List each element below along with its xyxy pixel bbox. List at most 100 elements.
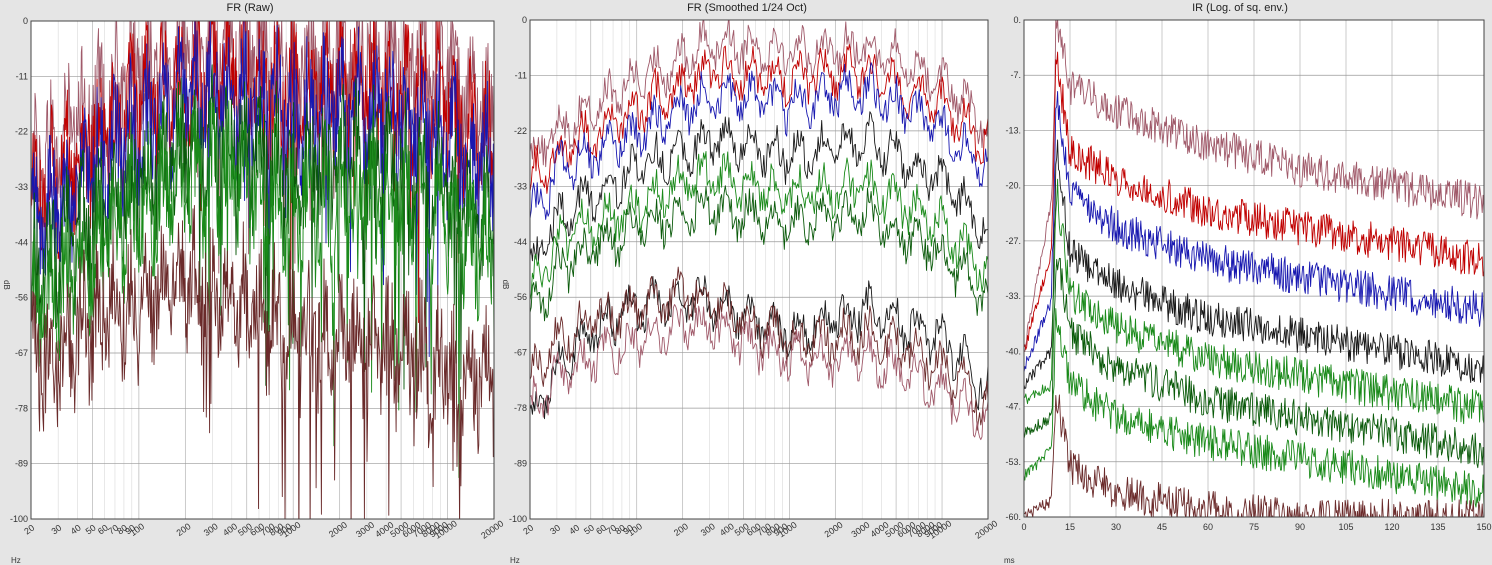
series-line-6 [530, 185, 988, 322]
chart-title: IR (Log. of sq. env.) [1192, 2, 1288, 14]
y-tick-label: -11 [515, 70, 527, 80]
x-tick-label: 300 [202, 521, 220, 538]
y-tick-label: -27. [1005, 236, 1021, 246]
y-axis: 0 -11 -22 -33 -44 -56 -67 -78 -89 -100 [10, 16, 28, 524]
x-tick-label: 3000 [354, 520, 376, 540]
y-tick-label: -33 [15, 182, 28, 192]
y-tick-label: -33. [1005, 291, 1021, 301]
panel-ir: IR (Log. of sq. env.) 0. -7. -13. -20. -27. -3… [994, 0, 1492, 565]
x-tick-label: 50 [582, 523, 596, 537]
x-tick-label: 200 [175, 521, 193, 538]
y-tick-label: -60. [1005, 512, 1021, 522]
x-axis: 0 15 30 45 60 75 90 105 120 135 150 [1021, 522, 1491, 532]
x-tick-label: 75 [1249, 522, 1259, 532]
series-line-3 [530, 62, 988, 220]
y-tick-label: -22 [514, 126, 527, 136]
x-tick-label: 2000 [823, 520, 845, 540]
x-tick-label: 3000 [849, 520, 871, 540]
y-tick-label: -7. [1010, 70, 1021, 80]
y-tick-label: 0 [23, 16, 28, 26]
x-tick-label: 60 [1203, 522, 1213, 532]
plot-frame [529, 19, 989, 520]
y-tick-label: -44 [514, 237, 527, 247]
y-axis-label: dB [2, 280, 11, 290]
x-tick-label: 70 [604, 523, 618, 537]
x-tick-label: 60 [594, 523, 608, 537]
x-tick-label: 80 [613, 523, 627, 537]
y-axis-label: dB [501, 280, 510, 290]
panel-fr-smoothed: FR (Smoothed 1/24 Oct) 0 -11 -22 -33 -44 -56 -6… [497, 0, 999, 565]
series-group [530, 20, 988, 441]
x-tick-label: 135 [1430, 522, 1445, 532]
plot-frame [30, 20, 495, 520]
x-tick-label: 60 [96, 523, 110, 537]
x-tick-label: 1000 [280, 520, 302, 540]
x-tick-label: 90 [123, 523, 137, 537]
y-axis: 0 -11 -22 -33 -44 -56 -67 -78 -89 -100 [509, 15, 527, 524]
y-tick-label: -20. [1005, 181, 1021, 191]
y-tick-label: -33 [514, 181, 527, 191]
x-axis-label: Hz [510, 556, 520, 565]
y-tick-label: -40. [1005, 346, 1021, 356]
series-line-1 [530, 20, 988, 168]
x-tick-label: 30 [548, 523, 562, 537]
panel-fr-raw: FR (Raw) 0 -11 -22 -33 -44 -56 -67 -78 -89 -100 20 3… [0, 0, 505, 565]
series-line-6 [31, 204, 494, 519]
x-tick-label: 40 [69, 523, 83, 537]
series-line-5 [530, 151, 988, 301]
series-line-9 [530, 304, 988, 441]
y-tick-label: -78 [15, 403, 28, 413]
y-tick-label: -67 [15, 348, 28, 358]
x-tick-label: 15 [1065, 522, 1075, 532]
x-axis-label: Hz [11, 556, 21, 565]
y-tick-label: -89 [15, 459, 28, 469]
series-line-2 [530, 44, 988, 194]
series-line-8 [1024, 394, 1484, 517]
y-tick-label: -56 [514, 292, 527, 302]
chart-title: FR (Smoothed 1/24 Oct) [687, 2, 807, 14]
y-tick-label: 0. [1013, 15, 1021, 25]
series-line-1 [1024, 20, 1484, 353]
series-line-2 [31, 21, 494, 323]
series-line-5 [1024, 178, 1484, 425]
y-tick-label: -56 [15, 293, 28, 303]
x-tick-label: 45 [1157, 522, 1167, 532]
x-tick-label: 70 [106, 523, 120, 537]
series-line-7 [530, 275, 988, 420]
y-tick-label: -13. [1005, 125, 1021, 135]
series-group [31, 21, 494, 519]
x-tick-label: 20 [22, 523, 36, 537]
x-axis-label: ms [1004, 556, 1015, 565]
x-tick-label: 105 [1338, 522, 1353, 532]
series-group [1024, 20, 1484, 517]
y-tick-label: -78 [514, 403, 527, 413]
series-line-4 [530, 111, 988, 262]
series-line-5 [31, 96, 494, 478]
x-tick-label: 90 [621, 523, 635, 537]
x-tick-label: 30 [49, 523, 63, 537]
series-line-7 [1024, 308, 1484, 509]
y-tick-label: -44 [15, 237, 28, 247]
y-tick-label: -11 [16, 71, 28, 81]
y-tick-label: -53. [1005, 457, 1021, 467]
chart-ir: IR (Log. of sq. env.) 0. -7. -13. -20. -27. -3… [1004, 2, 1492, 565]
x-tick-label: 150 [1476, 522, 1491, 532]
x-tick-label: 300 [699, 521, 717, 538]
x-tick-label: 50 [84, 523, 98, 537]
chart-fr-smoothed: FR (Smoothed 1/24 Oct) 0 -11 -22 -33 -44 -56 -6… [501, 2, 999, 565]
plot-frame [1023, 19, 1485, 518]
x-tick-label: 80 [115, 523, 129, 537]
series-line-8 [530, 266, 988, 431]
y-axis: 0. -7. -13. -20. -27. -33. -40. -47. -53. -60. [1005, 15, 1021, 522]
y-tick-label: -47. [1005, 402, 1021, 412]
x-tick-label: 40 [567, 523, 581, 537]
y-tick-label: -89 [514, 459, 527, 469]
y-tick-label: -100 [10, 514, 28, 524]
series-line-2 [1024, 51, 1484, 350]
series-line-4 [1024, 139, 1484, 389]
series-line-6 [1024, 257, 1484, 469]
y-tick-label: -100 [509, 514, 527, 524]
x-tick-label: 90 [1295, 522, 1305, 532]
